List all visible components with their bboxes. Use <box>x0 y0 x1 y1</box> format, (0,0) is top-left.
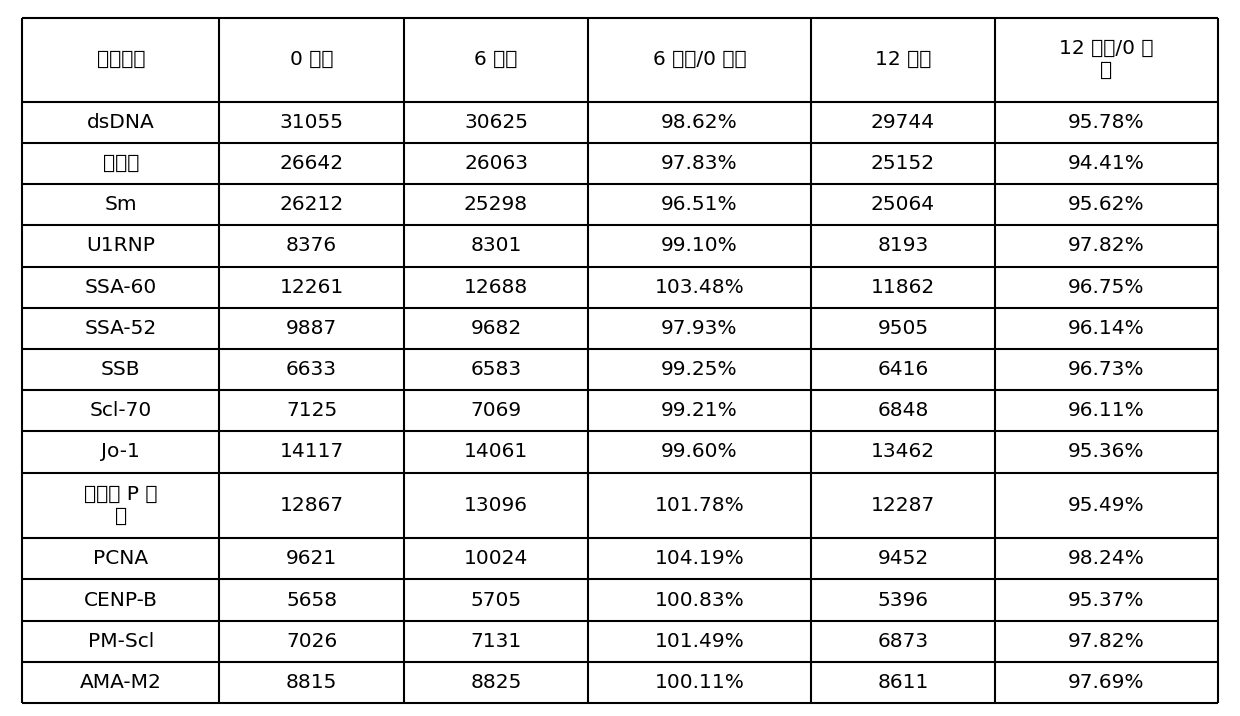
Text: AMA-M2: AMA-M2 <box>79 673 161 692</box>
Text: 97.69%: 97.69% <box>1068 673 1145 692</box>
Text: 100.11%: 100.11% <box>655 673 744 692</box>
Text: 8611: 8611 <box>877 673 929 692</box>
Text: 101.78%: 101.78% <box>655 496 744 515</box>
Text: 13096: 13096 <box>464 496 528 515</box>
Text: 100.83%: 100.83% <box>655 591 744 609</box>
Text: Jo-1: Jo-1 <box>102 442 140 462</box>
Text: 6416: 6416 <box>878 360 929 379</box>
Text: 26642: 26642 <box>279 154 343 173</box>
Text: 9621: 9621 <box>286 549 337 569</box>
Text: 6 个月: 6 个月 <box>475 50 518 69</box>
Text: 9682: 9682 <box>470 319 522 338</box>
Text: 6633: 6633 <box>286 360 337 379</box>
Text: 对应抗原: 对应抗原 <box>97 50 145 69</box>
Text: 29744: 29744 <box>870 113 935 132</box>
Text: 95.36%: 95.36% <box>1068 442 1145 462</box>
Text: 95.78%: 95.78% <box>1068 113 1145 132</box>
Text: 95.62%: 95.62% <box>1068 195 1145 214</box>
Text: Scl-70: Scl-70 <box>89 401 153 420</box>
Text: 98.62%: 98.62% <box>661 113 738 132</box>
Text: 13462: 13462 <box>870 442 935 462</box>
Text: 7131: 7131 <box>470 632 522 651</box>
Text: 7069: 7069 <box>470 401 522 420</box>
Text: 104.19%: 104.19% <box>655 549 744 569</box>
Text: U1RNP: U1RNP <box>87 236 155 256</box>
Text: 8193: 8193 <box>878 236 929 256</box>
Text: 6 个月/0 个月: 6 个月/0 个月 <box>652 50 746 69</box>
Text: 14117: 14117 <box>279 442 343 462</box>
Text: 99.21%: 99.21% <box>661 401 738 420</box>
Text: 12688: 12688 <box>464 278 528 296</box>
Text: SSA-60: SSA-60 <box>84 278 157 296</box>
Text: 97.93%: 97.93% <box>661 319 738 338</box>
Text: 98.24%: 98.24% <box>1068 549 1145 569</box>
Text: 5705: 5705 <box>470 591 522 609</box>
Text: 99.25%: 99.25% <box>661 360 738 379</box>
Text: 12261: 12261 <box>279 278 343 296</box>
Text: 12 个月/0 个
月: 12 个月/0 个 月 <box>1059 39 1153 80</box>
Text: 12287: 12287 <box>870 496 935 515</box>
Text: 9452: 9452 <box>878 549 929 569</box>
Text: 103.48%: 103.48% <box>655 278 744 296</box>
Text: 14061: 14061 <box>464 442 528 462</box>
Text: 96.11%: 96.11% <box>1068 401 1145 420</box>
Text: 30625: 30625 <box>464 113 528 132</box>
Text: SSB: SSB <box>102 360 140 379</box>
Text: 8815: 8815 <box>286 673 337 692</box>
Text: Sm: Sm <box>104 195 138 214</box>
Text: 94.41%: 94.41% <box>1068 154 1145 173</box>
Text: 5658: 5658 <box>286 591 337 609</box>
Text: 25064: 25064 <box>870 195 935 214</box>
Text: 99.10%: 99.10% <box>661 236 738 256</box>
Text: 7125: 7125 <box>286 401 337 420</box>
Text: CENP-B: CENP-B <box>84 591 157 609</box>
Text: 8825: 8825 <box>470 673 522 692</box>
Text: 11862: 11862 <box>870 278 935 296</box>
Text: 26212: 26212 <box>279 195 343 214</box>
Text: 7026: 7026 <box>286 632 337 651</box>
Text: 9887: 9887 <box>286 319 337 338</box>
Text: 10024: 10024 <box>464 549 528 569</box>
Text: 组蛋白: 组蛋白 <box>103 154 139 173</box>
Text: 9505: 9505 <box>878 319 929 338</box>
Text: 8376: 8376 <box>286 236 337 256</box>
Text: 95.49%: 95.49% <box>1068 496 1145 515</box>
Text: 97.82%: 97.82% <box>1068 236 1145 256</box>
Text: SSA-52: SSA-52 <box>84 319 157 338</box>
Text: 96.75%: 96.75% <box>1068 278 1145 296</box>
Text: PM-Scl: PM-Scl <box>88 632 154 651</box>
Text: 31055: 31055 <box>280 113 343 132</box>
Text: 101.49%: 101.49% <box>655 632 744 651</box>
Text: 25298: 25298 <box>464 195 528 214</box>
Text: 96.51%: 96.51% <box>661 195 738 214</box>
Text: 25152: 25152 <box>870 154 935 173</box>
Text: 97.82%: 97.82% <box>1068 632 1145 651</box>
Text: 26063: 26063 <box>464 154 528 173</box>
Text: 12 个月: 12 个月 <box>874 50 931 69</box>
Text: 5396: 5396 <box>878 591 929 609</box>
Text: 6848: 6848 <box>877 401 929 420</box>
Text: 核糖体 P 蛋
白: 核糖体 P 蛋 白 <box>84 485 157 526</box>
Text: dsDNA: dsDNA <box>87 113 155 132</box>
Text: 97.83%: 97.83% <box>661 154 738 173</box>
Text: 96.14%: 96.14% <box>1068 319 1145 338</box>
Text: 6873: 6873 <box>878 632 929 651</box>
Text: 99.60%: 99.60% <box>661 442 738 462</box>
Text: PCNA: PCNA <box>93 549 149 569</box>
Text: 96.73%: 96.73% <box>1068 360 1145 379</box>
Text: 0 个月: 0 个月 <box>290 50 334 69</box>
Text: 12867: 12867 <box>279 496 343 515</box>
Text: 8301: 8301 <box>470 236 522 256</box>
Text: 6583: 6583 <box>470 360 522 379</box>
Text: 95.37%: 95.37% <box>1068 591 1145 609</box>
